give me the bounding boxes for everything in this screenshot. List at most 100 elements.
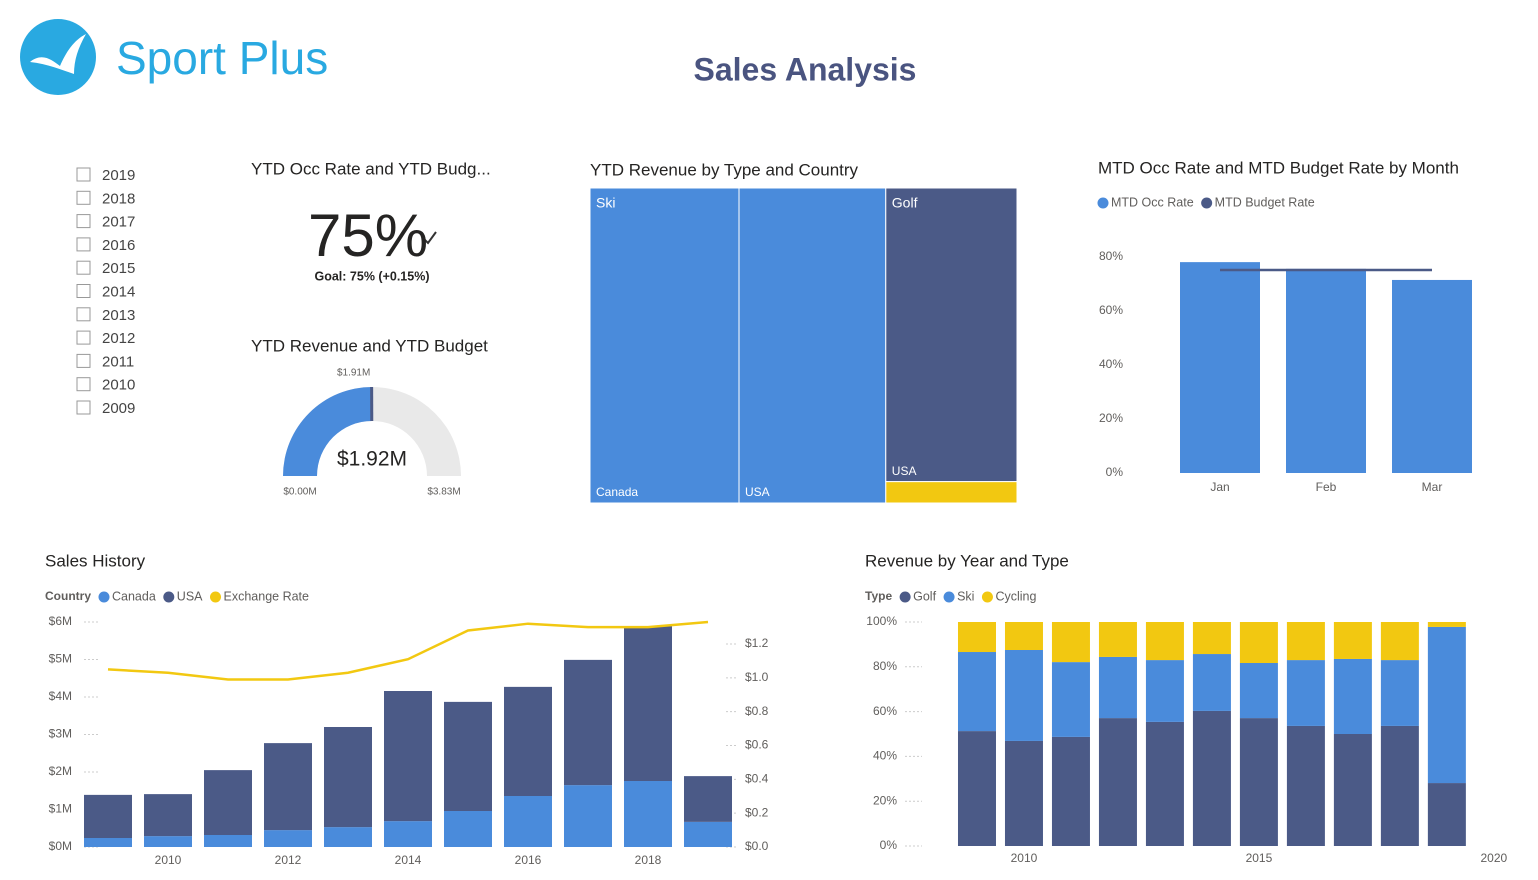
gauge-value-label: $1.92M bbox=[337, 448, 407, 471]
bar-segment bbox=[84, 794, 132, 838]
gauge-max-label: $3.83M bbox=[427, 487, 460, 498]
legend-marker bbox=[98, 591, 110, 603]
y2-tick-label: $0.6 bbox=[745, 738, 769, 752]
bar bbox=[1180, 262, 1260, 473]
chart-title: YTD Revenue by Type and Country bbox=[590, 160, 859, 179]
bar-segment bbox=[1239, 622, 1278, 663]
slicer-checkbox[interactable] bbox=[76, 237, 91, 252]
logo-circle bbox=[20, 19, 96, 95]
slicer-checkbox[interactable] bbox=[76, 400, 91, 415]
slicer-item: 2009 bbox=[102, 400, 135, 417]
y2-tick-label: $1.2 bbox=[745, 636, 769, 650]
bar-segment bbox=[1427, 626, 1466, 784]
y-tick-label: $4M bbox=[49, 689, 72, 703]
legend-label: Golf bbox=[913, 589, 936, 603]
y-tick-label: 20% bbox=[1099, 411, 1123, 425]
legend-label: MTD Occ Rate bbox=[1111, 195, 1194, 209]
legend-title: Country bbox=[45, 589, 91, 603]
legend-label: USA bbox=[177, 589, 203, 603]
bar bbox=[1286, 268, 1366, 473]
bar-segment bbox=[204, 835, 252, 847]
legend-label: Canada bbox=[112, 589, 156, 603]
kpi-value: 75% bbox=[308, 202, 428, 269]
chart-title: YTD Revenue and YTD Budget bbox=[251, 336, 488, 355]
legend-title: Type bbox=[865, 589, 892, 603]
treemap-group-label: Golf bbox=[892, 195, 918, 211]
legend-label: Ski bbox=[957, 589, 974, 603]
x-tick-label: 2016 bbox=[515, 853, 542, 867]
bar-segment bbox=[1286, 660, 1325, 726]
bar-segment bbox=[504, 796, 552, 847]
bar-segment bbox=[1004, 650, 1043, 741]
legend-marker bbox=[210, 591, 221, 603]
slicer-checkbox[interactable] bbox=[76, 260, 91, 275]
bar-segment bbox=[684, 821, 732, 847]
y-tick-label: $2M bbox=[49, 764, 72, 778]
bar-segment bbox=[684, 776, 732, 822]
bar-segment bbox=[144, 794, 192, 837]
slicer-checkbox[interactable] bbox=[76, 330, 91, 345]
treemap-tile bbox=[885, 481, 1018, 504]
slicer-checkbox[interactable] bbox=[76, 214, 91, 229]
bar-segment bbox=[957, 622, 996, 653]
bar-segment bbox=[324, 727, 372, 828]
logo-swoosh bbox=[30, 34, 86, 74]
slicer-checkbox[interactable] bbox=[76, 377, 91, 392]
bar-segment bbox=[957, 652, 996, 732]
bar-segment bbox=[204, 770, 252, 835]
treemap-group-label: Ski bbox=[596, 195, 615, 211]
bar-segment bbox=[1192, 710, 1231, 846]
bar-segment bbox=[504, 686, 552, 796]
y-tick-label: 0% bbox=[880, 838, 898, 852]
x-tick-label: 2018 bbox=[635, 853, 662, 867]
y-tick-label: 60% bbox=[1099, 303, 1123, 317]
bar-segment bbox=[444, 811, 492, 847]
bar-segment bbox=[957, 731, 996, 846]
x-tick-label: Jan bbox=[1210, 480, 1229, 494]
x-tick-label: 2014 bbox=[395, 853, 422, 867]
bar-segment bbox=[1098, 718, 1137, 846]
x-tick-label: Feb bbox=[1316, 480, 1337, 494]
chart-title: MTD Occ Rate and MTD Budget Rate by Mont… bbox=[1098, 158, 1459, 177]
slicer-checkbox[interactable] bbox=[76, 190, 91, 205]
bar-segment bbox=[1004, 622, 1043, 650]
gauge-min-label: $0.00M bbox=[283, 487, 316, 498]
treemap-leaf-label: USA bbox=[745, 485, 770, 499]
slicer-item: 2013 bbox=[102, 307, 135, 324]
y-tick-label: $6M bbox=[49, 614, 72, 628]
bar-segment bbox=[1051, 662, 1090, 737]
chart-title: Revenue by Year and Type bbox=[865, 551, 1069, 570]
legend-marker bbox=[163, 591, 175, 603]
slicer-checkbox[interactable] bbox=[76, 353, 91, 368]
bar-segment bbox=[1192, 654, 1231, 711]
slicer-item: 2011 bbox=[102, 353, 134, 370]
line bbox=[107, 620, 709, 681]
y-tick-label: $1M bbox=[49, 802, 72, 816]
bar-segment bbox=[1145, 622, 1184, 661]
slicer-checkbox[interactable] bbox=[76, 284, 91, 298]
kpi-goal: Goal: 75% (+0.15%) bbox=[315, 269, 430, 283]
y-tick-label: 40% bbox=[873, 749, 897, 763]
y-tick-label: 80% bbox=[873, 659, 897, 673]
gauge-fill bbox=[283, 387, 373, 476]
slicer-checkbox[interactable] bbox=[76, 307, 91, 322]
slicer-item: 2015 bbox=[102, 260, 135, 277]
y-tick-label: 0% bbox=[1106, 465, 1124, 479]
legend-marker bbox=[899, 591, 911, 603]
bar-segment bbox=[1098, 656, 1137, 719]
y-tick-label: 80% bbox=[1099, 249, 1123, 263]
x-tick-label: 2010 bbox=[1011, 851, 1038, 865]
legend-label: Exchange Rate bbox=[224, 589, 310, 603]
slicer-checkbox[interactable] bbox=[76, 167, 91, 182]
treemap-tile bbox=[589, 187, 740, 504]
y-tick-label: 20% bbox=[873, 793, 897, 807]
bar-segment bbox=[1380, 622, 1419, 661]
bar-segment bbox=[84, 838, 132, 847]
legend-marker bbox=[943, 591, 955, 603]
page-title: Sales Analysis bbox=[694, 51, 917, 87]
bar bbox=[1392, 279, 1472, 473]
legend-marker bbox=[1097, 197, 1109, 209]
y2-tick-label: $0.4 bbox=[745, 772, 769, 786]
slicer-item: 2016 bbox=[102, 237, 135, 254]
